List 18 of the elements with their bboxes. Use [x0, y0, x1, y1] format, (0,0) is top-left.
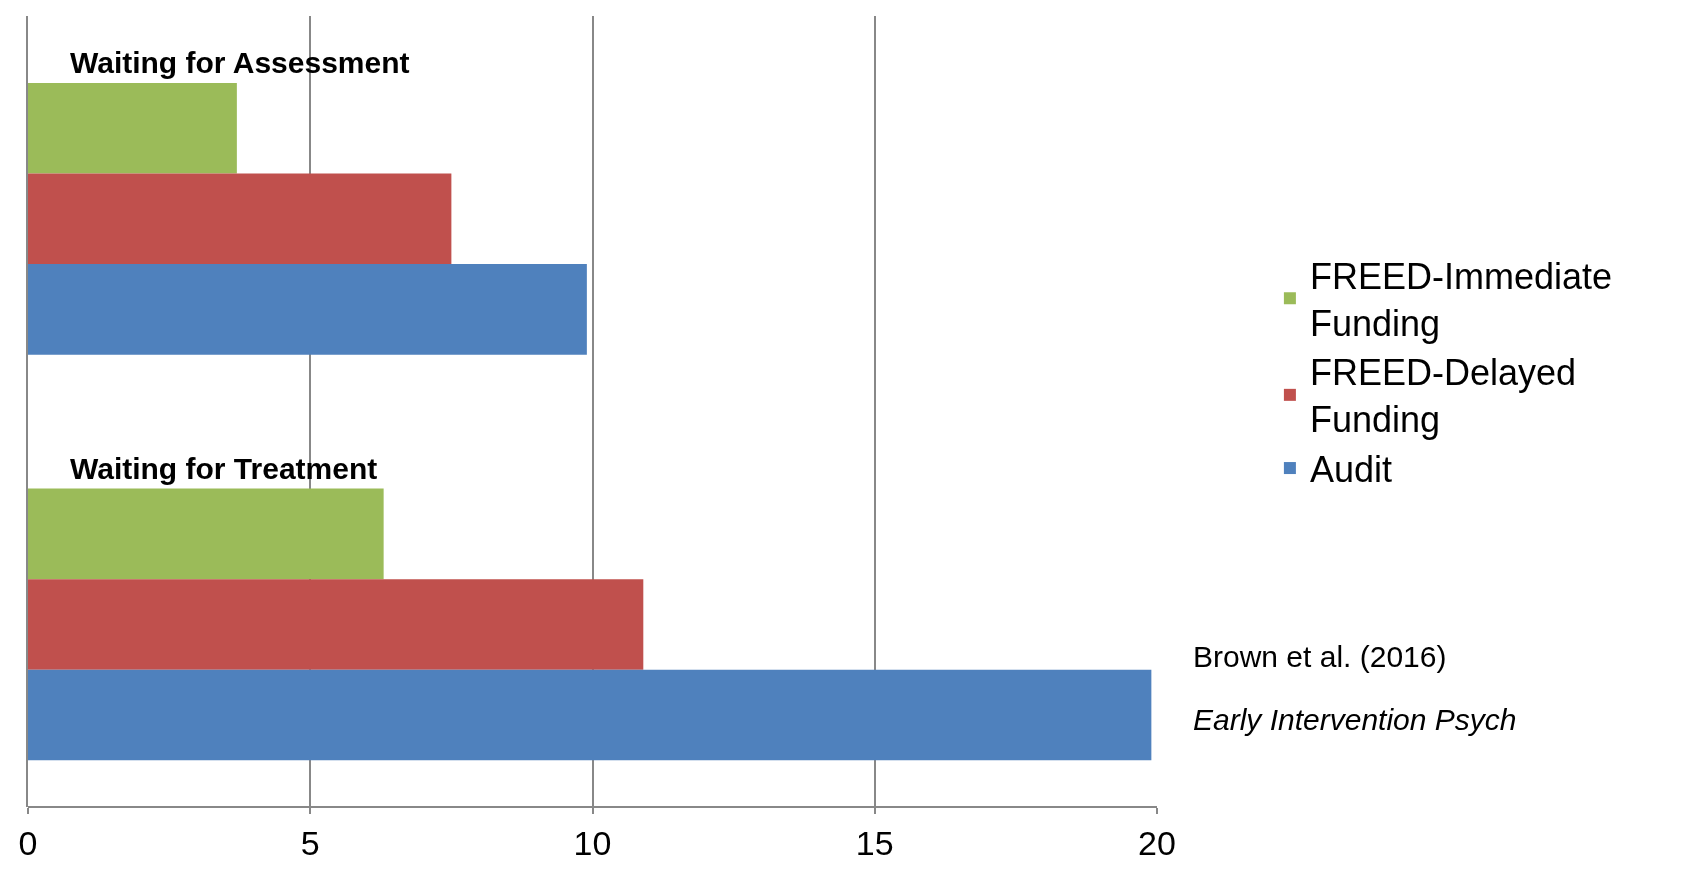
text: Brown et al. (2016): [1193, 640, 1447, 673]
y-tick-label: Waiting for Treatment: [70, 452, 378, 485]
x-tick-label: 10: [573, 823, 612, 862]
y-tick-label: Waiting for Assessment: [70, 46, 410, 79]
bar: [28, 579, 644, 670]
x-tick-label: 20: [1138, 823, 1176, 862]
bar: [28, 669, 1152, 761]
bar: [28, 82, 237, 174]
legend-label: Audit: [1309, 449, 1392, 491]
x-tick-label: 0: [18, 823, 38, 862]
legend-label: FREED-Immediate Funding: [1309, 255, 1612, 344]
bar: [28, 488, 384, 580]
text: Early Intervention Psych: [1193, 703, 1517, 736]
legend-label: FREED-Delayed Funding: [1309, 352, 1576, 441]
x-tick-label: 15: [855, 823, 894, 862]
x-tick-label: 5: [300, 823, 320, 862]
bar: [28, 264, 587, 355]
bar: [28, 173, 452, 265]
